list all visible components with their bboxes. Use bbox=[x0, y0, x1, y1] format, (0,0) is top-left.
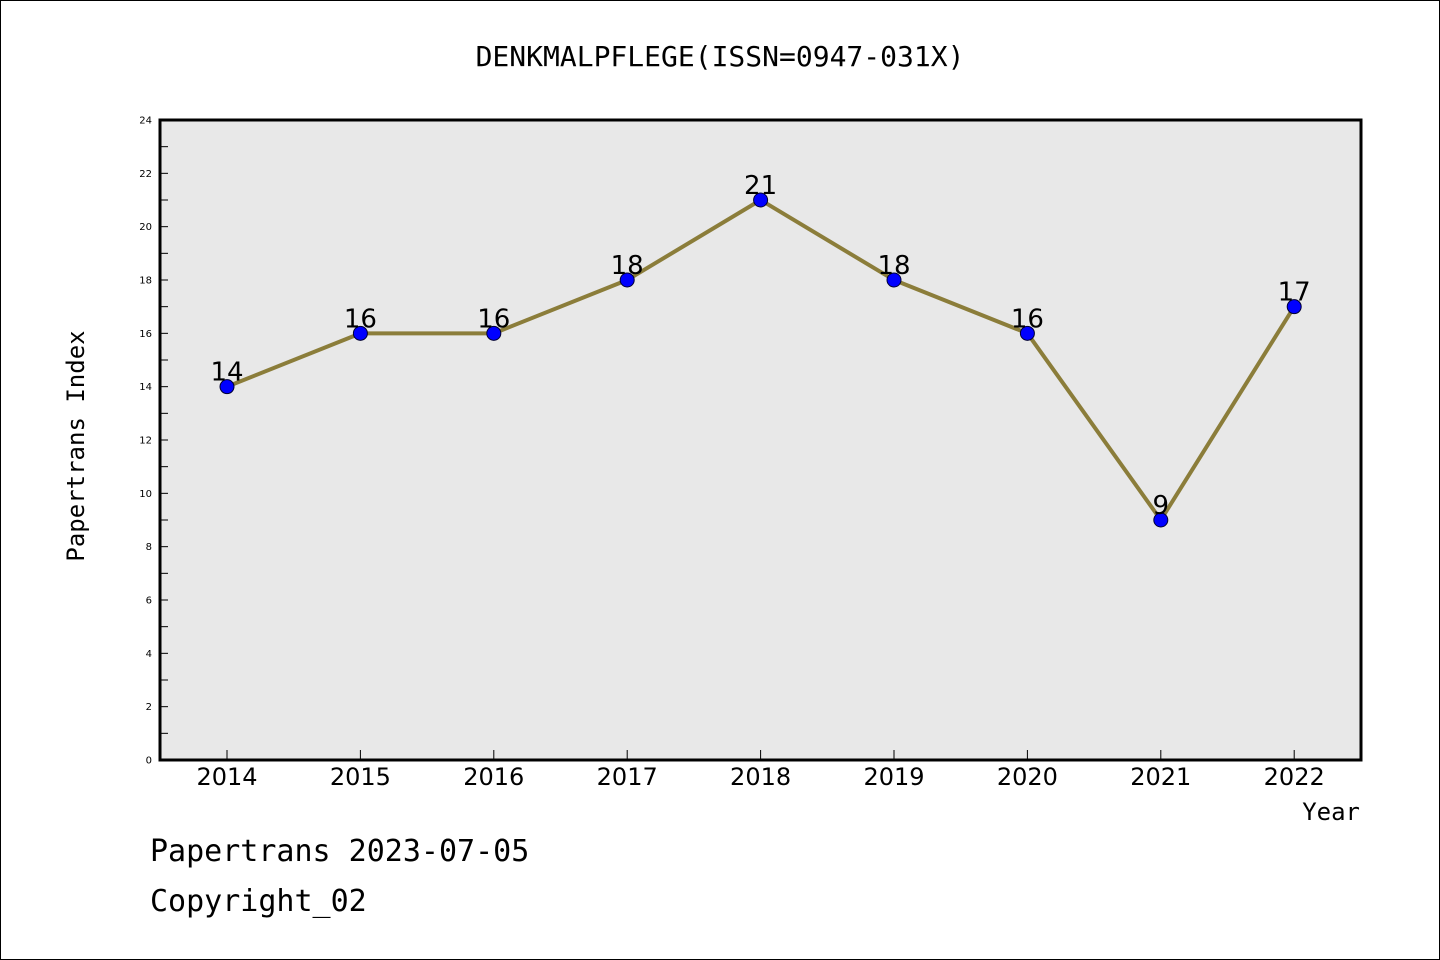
footer-date: Papertrans 2023-07-05 bbox=[150, 834, 530, 869]
data-label: 14 bbox=[210, 358, 243, 388]
y-tick-label: 10 bbox=[139, 489, 152, 500]
y-tick-label: 18 bbox=[139, 276, 152, 287]
x-tick-label: 2017 bbox=[597, 763, 658, 791]
data-point bbox=[1153, 512, 1169, 528]
data-point bbox=[1019, 325, 1035, 341]
x-axis-ticks: 2014 2015 2016 2017 2018 2019 2020 2021 2022 bbox=[196, 750, 1325, 791]
y-tick-label: 24 bbox=[139, 116, 152, 127]
data-markers bbox=[219, 192, 1302, 528]
x-tick-label: 2016 bbox=[463, 763, 524, 791]
x-tick-label: 2015 bbox=[330, 763, 391, 791]
y-tick-label: 20 bbox=[139, 222, 152, 233]
y-axis-label: Papertrans Index bbox=[62, 330, 90, 561]
y-tick-label: 16 bbox=[139, 329, 152, 340]
data-label: 18 bbox=[877, 251, 910, 281]
footer-copyright: Copyright_02 bbox=[150, 884, 367, 919]
data-point bbox=[753, 192, 769, 208]
x-tick-label: 2021 bbox=[1130, 763, 1191, 791]
data-point bbox=[352, 325, 368, 341]
y-tick-label: 2 bbox=[146, 702, 152, 713]
data-label: 17 bbox=[1278, 278, 1311, 308]
x-tick-label: 2020 bbox=[997, 763, 1058, 791]
data-label: 16 bbox=[1011, 304, 1044, 334]
y-tick-label: 8 bbox=[146, 542, 152, 553]
chart-title: DENKMALPFLEGE(ISSN=0947-031X) bbox=[476, 40, 965, 73]
x-tick-label: 2019 bbox=[863, 763, 924, 791]
y-tick-label: 0 bbox=[146, 756, 152, 767]
y-tick-label: 12 bbox=[139, 436, 152, 447]
y-tick-label: 14 bbox=[139, 382, 152, 393]
data-point bbox=[886, 272, 902, 288]
data-point bbox=[1286, 299, 1302, 315]
y-tick-label: 6 bbox=[146, 596, 152, 607]
data-point bbox=[486, 325, 502, 341]
data-point bbox=[219, 379, 235, 395]
plot-area bbox=[158, 118, 1363, 762]
y-tick-label: 22 bbox=[139, 169, 152, 180]
data-label: 16 bbox=[477, 304, 510, 334]
x-tick-label: 2018 bbox=[730, 763, 791, 791]
data-label: 21 bbox=[744, 171, 777, 201]
y-tick-label: 4 bbox=[146, 649, 152, 660]
x-tick-label: 2014 bbox=[196, 763, 257, 791]
data-point bbox=[619, 272, 635, 288]
data-label: 9 bbox=[1153, 491, 1170, 521]
data-labels: 14 16 16 18 21 18 16 9 17 bbox=[210, 171, 1310, 521]
data-label: 18 bbox=[611, 251, 644, 281]
x-axis-label: Year bbox=[1302, 798, 1360, 826]
data-label: 16 bbox=[344, 304, 377, 334]
x-tick-label: 2022 bbox=[1264, 763, 1325, 791]
